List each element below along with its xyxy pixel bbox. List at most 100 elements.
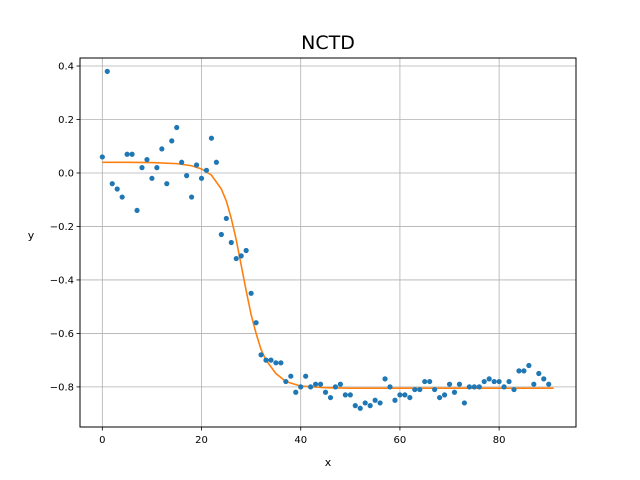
data-point [154,165,160,171]
data-point [203,167,210,173]
data-point [441,392,448,398]
data-point [223,215,229,222]
data-point [526,362,532,369]
data-point [536,370,542,377]
data-point [342,392,348,398]
data-point [119,194,125,200]
data-point [159,146,165,152]
data-point [313,381,319,387]
data-point [367,403,373,409]
data-point [169,138,175,144]
y-axis-ticks: 0.4 0.2 0.0 −0.2 −0.4 −0.6 −0.8 [50,62,80,393]
y-tick-label: −0.4 [50,275,74,286]
data-point [288,373,294,379]
x-tick-label: 0 [99,435,105,446]
y-axis-label: y [28,229,35,242]
y-tick-label: 0.4 [58,62,74,73]
data-point [149,175,155,181]
data-point [476,384,482,390]
x-tick-label: 40 [294,435,307,446]
data-point [352,403,358,409]
data-point [164,181,170,187]
x-tick-label: 60 [394,435,407,446]
fit-curve [102,161,554,390]
data-point [347,392,353,398]
data-point [402,392,408,398]
data-point [193,162,200,168]
data-point [248,290,254,296]
data-point [238,253,244,259]
data-point [486,376,492,382]
data-point [456,381,463,387]
data-point [109,181,115,187]
data-point [461,400,467,406]
y-tick-label: −0.2 [50,222,74,233]
data-point [263,357,269,363]
data-point [228,239,234,246]
y-tick-label: 0.0 [58,168,74,179]
y-tick-label: 0.2 [58,115,74,126]
data-point [179,159,185,165]
data-point [253,320,259,326]
data-point [337,381,343,387]
data-point [546,381,552,387]
y-tick-label: −0.8 [50,382,74,393]
data-point [114,186,120,192]
data-point [451,389,458,395]
data-point [258,352,264,358]
data-point [516,368,522,374]
fit-curve-layer [102,161,554,390]
data-point [422,378,428,385]
data-point [392,397,398,403]
data-point [278,360,284,366]
data-point [446,381,453,387]
data-point [104,68,110,74]
plot-frame [79,57,577,428]
data-point [491,378,497,385]
data-point [496,378,502,385]
data-point [322,389,329,395]
data-point [412,386,418,393]
data-point [174,124,180,131]
data-point [139,165,145,171]
data-point [481,378,487,385]
data-point [541,376,547,382]
data-point [387,384,393,390]
data-point [511,386,517,393]
data-point [129,151,135,157]
data-point [134,207,140,214]
x-tick-label: 80 [493,435,506,446]
data-point [377,400,383,406]
data-point [298,384,304,390]
data-point [437,394,443,401]
data-point [521,368,527,374]
x-tick-label: 20 [195,435,208,446]
data-point [233,255,239,262]
grid [80,58,576,427]
y-tick-label: −0.6 [50,329,74,340]
data-point [243,247,249,254]
data-point [466,384,472,390]
data-point [144,157,150,163]
data-point [407,394,413,401]
data-point [208,135,215,141]
data-point [283,378,289,385]
data-point [273,360,279,366]
data-point [218,231,224,238]
scatter-points-layer [99,68,552,411]
x-axis-label: x [325,456,332,469]
data-point [471,384,477,390]
data-point [268,357,274,363]
data-point [506,378,512,385]
data-point [124,151,130,157]
data-point [372,397,378,403]
data-point [308,384,314,390]
data-point [332,384,339,390]
data-point [362,400,368,406]
data-point [99,154,105,160]
data-point [357,405,363,411]
chart-title: NCTD [301,32,355,54]
data-point [327,394,334,401]
